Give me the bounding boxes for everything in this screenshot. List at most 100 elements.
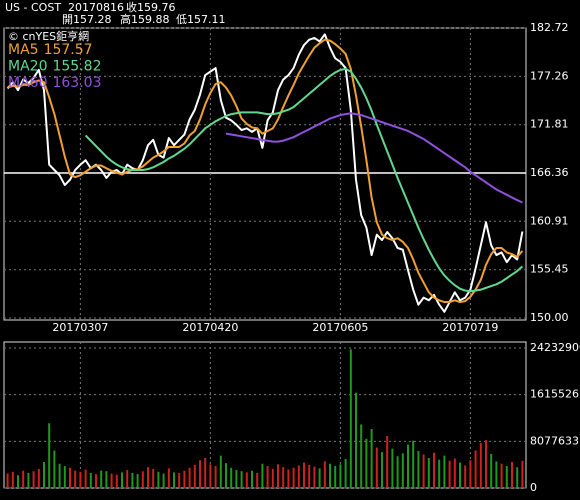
- volume-bar: [79, 471, 82, 488]
- volume-bar: [292, 467, 295, 488]
- close-quote: 收159.76: [126, 0, 176, 14]
- volume-bar: [375, 447, 378, 488]
- volume-bar: [95, 474, 97, 488]
- volume-bar: [381, 452, 383, 488]
- y-tick-label: 16155267: [530, 388, 580, 401]
- volume-bar: [427, 457, 430, 488]
- volume-bar: [516, 467, 519, 488]
- close-value: 159.76: [137, 1, 176, 14]
- volume-bar: [136, 474, 139, 488]
- volume-bar: [287, 469, 290, 488]
- volume-bar: [100, 470, 103, 488]
- y-tick-label: 171.81: [530, 118, 569, 131]
- volume-bar: [173, 472, 175, 488]
- legend-value: 157.57: [44, 42, 93, 58]
- volume-bar: [141, 471, 144, 488]
- volume-bar: [43, 462, 45, 488]
- volume-bar: [266, 466, 269, 488]
- y-tick-label: 182.72: [530, 21, 569, 34]
- legend-name: MA5: [8, 42, 39, 58]
- volume-bar: [495, 461, 498, 488]
- volume-bar: [438, 459, 441, 488]
- volume-bar: [490, 453, 493, 488]
- volume-bar: [162, 473, 165, 488]
- legend-name: MA20: [8, 59, 47, 75]
- volume-bar: [261, 463, 264, 488]
- volume-bar: [74, 470, 77, 488]
- volume-bar: [282, 467, 285, 488]
- volume-bar: [464, 465, 467, 488]
- volume-bar: [313, 466, 316, 488]
- volume-bar: [303, 462, 305, 488]
- volume-bar: [53, 450, 56, 488]
- open-value: 157.28: [73, 13, 112, 26]
- volume-bar: [193, 464, 196, 488]
- volume-bar: [360, 424, 363, 488]
- volume-bar: [219, 455, 222, 488]
- volume-bar: [157, 471, 160, 488]
- volume-bar: [69, 467, 71, 488]
- quote-date: 20170816: [68, 1, 124, 14]
- volume-bar: [147, 467, 149, 488]
- legend-entry: MA5 157.57: [8, 42, 93, 58]
- volume-bar: [167, 468, 170, 488]
- price-line: [84, 67, 524, 293]
- volume-bar: [230, 467, 233, 488]
- volume-bar: [235, 470, 238, 488]
- high-quote: 高159.88: [120, 12, 170, 26]
- volume-bar: [391, 448, 394, 488]
- volume-bar: [323, 461, 326, 488]
- volume-bar: [479, 442, 482, 488]
- volume-bar: [84, 469, 87, 488]
- volume-bar: [370, 429, 373, 488]
- volume-bar: [245, 472, 248, 488]
- volume-bar: [152, 468, 155, 488]
- volume-bar: [37, 468, 40, 488]
- x-tick-label: 20170719: [442, 321, 498, 334]
- volume-bar: [115, 474, 118, 488]
- x-tick-label: 20170307: [52, 321, 108, 334]
- x-tick-label: 20170420: [182, 321, 238, 334]
- volume-bar: [11, 471, 14, 488]
- volume-bar: [110, 473, 113, 488]
- volume-bar: [251, 470, 253, 488]
- volume-bar: [131, 472, 134, 488]
- high-value: 159.88: [131, 13, 170, 26]
- price-line: [7, 38, 524, 304]
- volume-bar: [121, 472, 123, 488]
- volume-bar: [240, 471, 243, 488]
- volume-bar: [407, 444, 409, 488]
- volume-bar: [318, 468, 321, 488]
- volume-bar: [199, 460, 201, 488]
- volume-bar: [474, 450, 477, 488]
- volume-bar: [209, 464, 212, 488]
- volume-bar: [183, 470, 186, 488]
- volume-bar: [329, 463, 331, 488]
- volume-bar: [505, 466, 508, 488]
- volume-bar: [500, 463, 503, 488]
- close-label: 收: [126, 0, 137, 14]
- x-tick-label: 20170605: [312, 321, 368, 334]
- volume-bar: [448, 460, 451, 488]
- volume-bar: [417, 451, 420, 488]
- volume-bar: [6, 473, 9, 488]
- open-label: 開: [62, 13, 73, 26]
- volume-bar: [511, 462, 513, 488]
- volume-bar: [365, 438, 368, 488]
- volume-bar: [355, 392, 357, 488]
- y-tick-label: 8077633: [530, 434, 579, 447]
- volume-bar: [204, 457, 207, 488]
- y-tick-label: 24232900: [530, 341, 580, 354]
- symbol: US - COST: [5, 1, 61, 14]
- volume-bar: [469, 460, 472, 488]
- volume-bar: [485, 440, 487, 488]
- y-tick-label: 0: [530, 481, 537, 494]
- watermark: © cnYES鉅亨網: [8, 29, 89, 43]
- volume-bar: [105, 471, 108, 488]
- volume-bar: [22, 470, 25, 488]
- volume-bar: [433, 452, 435, 488]
- volume-bar: [225, 463, 227, 488]
- volume-bar: [89, 472, 92, 488]
